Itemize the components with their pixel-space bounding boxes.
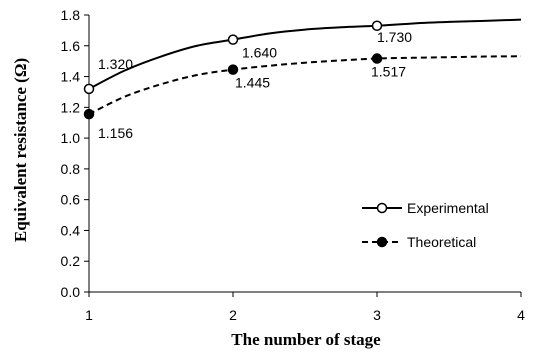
x-tick-label: 1: [85, 307, 93, 323]
data-point-experimental: [227, 34, 239, 45]
y-tick-label: 0.2: [61, 253, 81, 269]
x-tick-label: 3: [373, 307, 381, 323]
legend-marker-theoretical: [376, 236, 388, 248]
data-point-theoretical: [227, 64, 239, 75]
y-tick-label: 0.6: [61, 192, 81, 208]
data-label: 1.320: [98, 56, 133, 72]
data-label: 1.640: [242, 45, 277, 61]
series-line-theoretical: [88, 55, 522, 115]
x-tick-label: 2: [229, 307, 237, 323]
data-point-theoretical: [371, 53, 383, 64]
data-label: 1.730: [377, 29, 412, 45]
y-tick-label: 1.8: [61, 7, 81, 23]
y-tick-label: 1.6: [61, 38, 81, 54]
data-label: 1.156: [98, 125, 133, 141]
data-label: 1.517: [371, 64, 406, 80]
y-tick-label: 0.4: [61, 222, 81, 238]
y-tick-label: 1.4: [61, 69, 81, 85]
axes: 0.0 0.2 0.4 0.6 0.8 1.0 1.2 1.4 1.6 1.8 1 2 3 4: [61, 7, 526, 323]
data-point-experimental: [83, 83, 95, 95]
legend-label: Theoretical: [407, 234, 476, 250]
legend-label: Experimental: [407, 200, 489, 216]
legend: Experimental Theoretical: [362, 200, 489, 250]
data-point-theoretical: [83, 108, 95, 120]
legend-marker-experimental: [376, 202, 388, 214]
y-axis-title: Equivalent resistance (Ω): [11, 58, 30, 242]
x-tick-label: 4: [517, 307, 525, 323]
series-line-experimental: [88, 18, 522, 90]
data-point-experimental: [371, 20, 383, 32]
x-axis-title: The number of stage: [231, 330, 381, 349]
y-tick-label: 0.0: [61, 284, 81, 300]
series-lines: [83, 18, 522, 120]
y-tick-label: 1.2: [61, 99, 81, 115]
y-tick-label: 0.8: [61, 161, 81, 177]
data-label: 1.445: [235, 75, 270, 91]
data-labels: 1.320 1.640 1.730 1.156 1.445 1.517: [98, 29, 412, 141]
y-tick-label: 1.0: [61, 130, 81, 146]
